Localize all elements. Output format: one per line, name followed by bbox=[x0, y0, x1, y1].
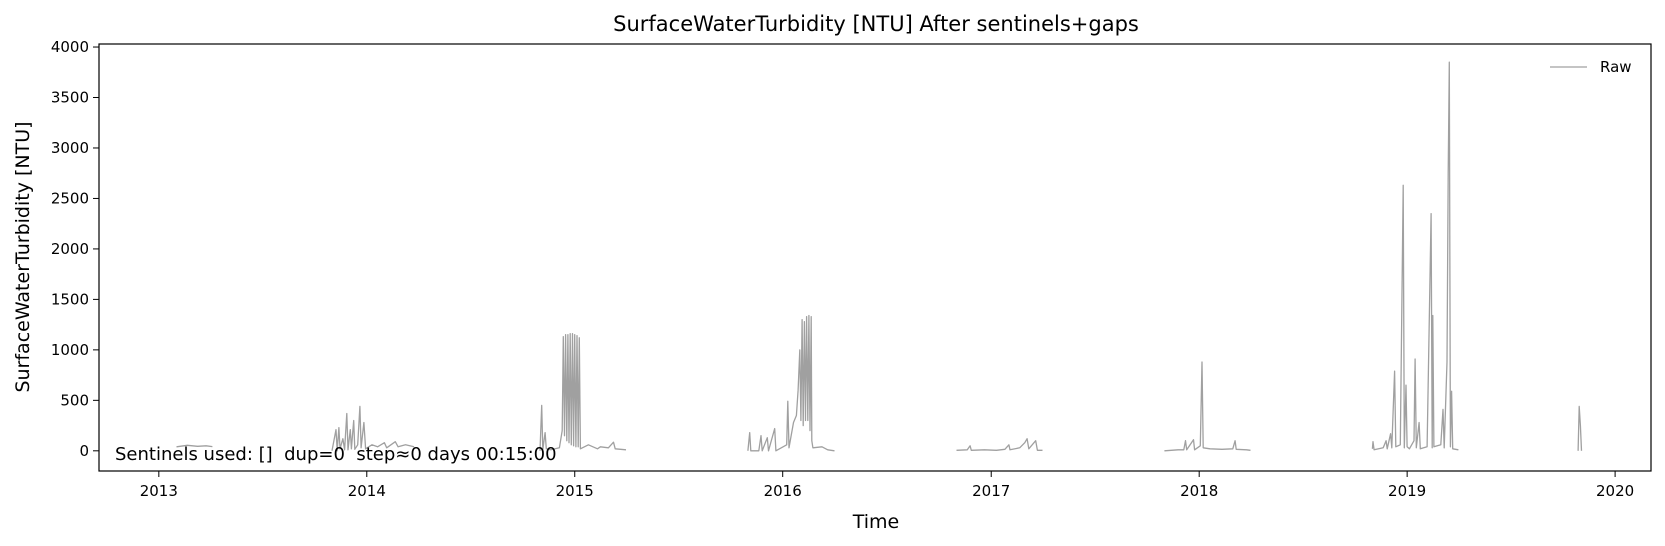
x-tick-label: 2017 bbox=[972, 482, 1010, 500]
y-tick-label: 3000 bbox=[51, 139, 89, 157]
series-line-raw bbox=[1164, 361, 1251, 452]
x-tick-label: 2015 bbox=[556, 482, 594, 500]
y-tick-label: 3500 bbox=[51, 89, 89, 107]
y-tick-label: 0 bbox=[79, 442, 89, 460]
sentinel-annotation: Sentinels used: [] dup=0 step≈0 days 00:… bbox=[115, 444, 557, 465]
x-tick-label: 2013 bbox=[140, 482, 178, 500]
series-line-raw bbox=[1371, 61, 1459, 451]
series-line-raw bbox=[1577, 405, 1583, 451]
legend-label-raw: Raw bbox=[1600, 58, 1632, 76]
x-tick-label: 2019 bbox=[1388, 482, 1426, 500]
y-axis: 0 500 1000 1500 2000 2500 3000 3500 4000 bbox=[51, 38, 99, 460]
series-line-raw bbox=[956, 438, 1043, 451]
x-tick-label: 2018 bbox=[1180, 482, 1218, 500]
series-line-raw bbox=[331, 405, 415, 452]
x-tick-label: 2016 bbox=[764, 482, 802, 500]
y-tick-label: 4000 bbox=[51, 38, 89, 56]
y-axis-label: SurfaceWaterTurbidity [NTU] bbox=[12, 121, 34, 392]
series-line-raw bbox=[176, 444, 213, 448]
y-tick-label: 2500 bbox=[51, 189, 89, 207]
y-tick-label: 1500 bbox=[51, 290, 89, 308]
y-tick-label: 1000 bbox=[51, 341, 89, 359]
series-line-raw bbox=[747, 314, 835, 452]
chart-title: SurfaceWaterTurbidity [NTU] After sentin… bbox=[613, 12, 1139, 36]
series-line-raw bbox=[539, 333, 627, 451]
x-tick-label: 2014 bbox=[348, 482, 386, 500]
y-tick-label: 500 bbox=[60, 391, 89, 409]
x-axis: 2013 2014 2015 2016 2017 2018 2019 2020 bbox=[140, 471, 1634, 500]
x-axis-label: Time bbox=[852, 511, 900, 533]
y-tick-label: 2000 bbox=[51, 240, 89, 258]
plot-frame bbox=[98, 43, 1652, 472]
series-layer bbox=[176, 61, 1583, 452]
legend: Raw bbox=[1550, 58, 1632, 76]
x-tick-label: 2020 bbox=[1596, 482, 1634, 500]
